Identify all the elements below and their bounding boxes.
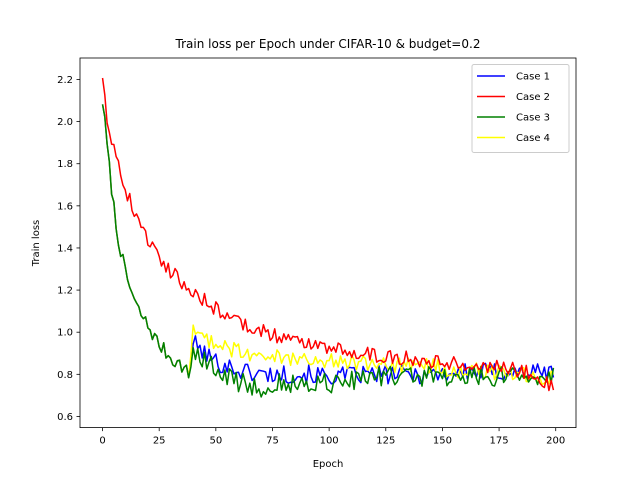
y-tick-label: 1.8 <box>57 159 73 170</box>
series-line-case-2 <box>101 77 555 392</box>
axes-frame <box>79 57 577 429</box>
x-tick-label: 25 <box>153 436 166 447</box>
y-axis-label: Train loss <box>31 220 42 268</box>
legend-label: Case 2 <box>516 92 550 103</box>
y-tick-label: 1.0 <box>57 328 73 339</box>
y-tick-label: 0.8 <box>57 370 73 381</box>
y-tick-label: 0.6 <box>57 412 73 423</box>
y-tick-label: 1.2 <box>57 286 73 297</box>
plot-area <box>101 77 555 398</box>
x-tick-label: 175 <box>490 436 509 447</box>
y-tick-label: 1.6 <box>57 201 73 212</box>
x-tick-label: 50 <box>209 436 222 447</box>
chart-title: Train loss per Epoch under CIFAR-10 & bu… <box>175 37 481 51</box>
legend: Case 1 Case 2 Case 3 Case 4 <box>471 64 570 153</box>
x-tick-label: 75 <box>266 436 279 447</box>
x-axis-label: Epoch <box>313 459 344 470</box>
y-tick-label: 1.4 <box>57 243 73 254</box>
series-line-case-3 <box>101 104 555 398</box>
x-tick-label: 150 <box>433 436 452 447</box>
y-tick-label: 2.2 <box>57 75 73 86</box>
legend-label: Case 4 <box>516 133 550 144</box>
legend-label: Case 1 <box>516 72 550 83</box>
x-tick-label: 100 <box>320 436 339 447</box>
y-tick-label: 2.0 <box>57 117 73 128</box>
x-tick-label: 125 <box>376 436 395 447</box>
legend-box <box>471 64 570 153</box>
x-tick-label: 0 <box>99 436 105 447</box>
y-axis: 0.6 0.8 1.0 1.2 1.4 1.6 1.8 2.0 2.2 <box>57 75 80 423</box>
legend-label: Case 3 <box>516 113 550 124</box>
x-tick-label: 200 <box>546 436 565 447</box>
x-axis: 0 25 50 75 100 125 150 175 200 <box>99 427 565 447</box>
